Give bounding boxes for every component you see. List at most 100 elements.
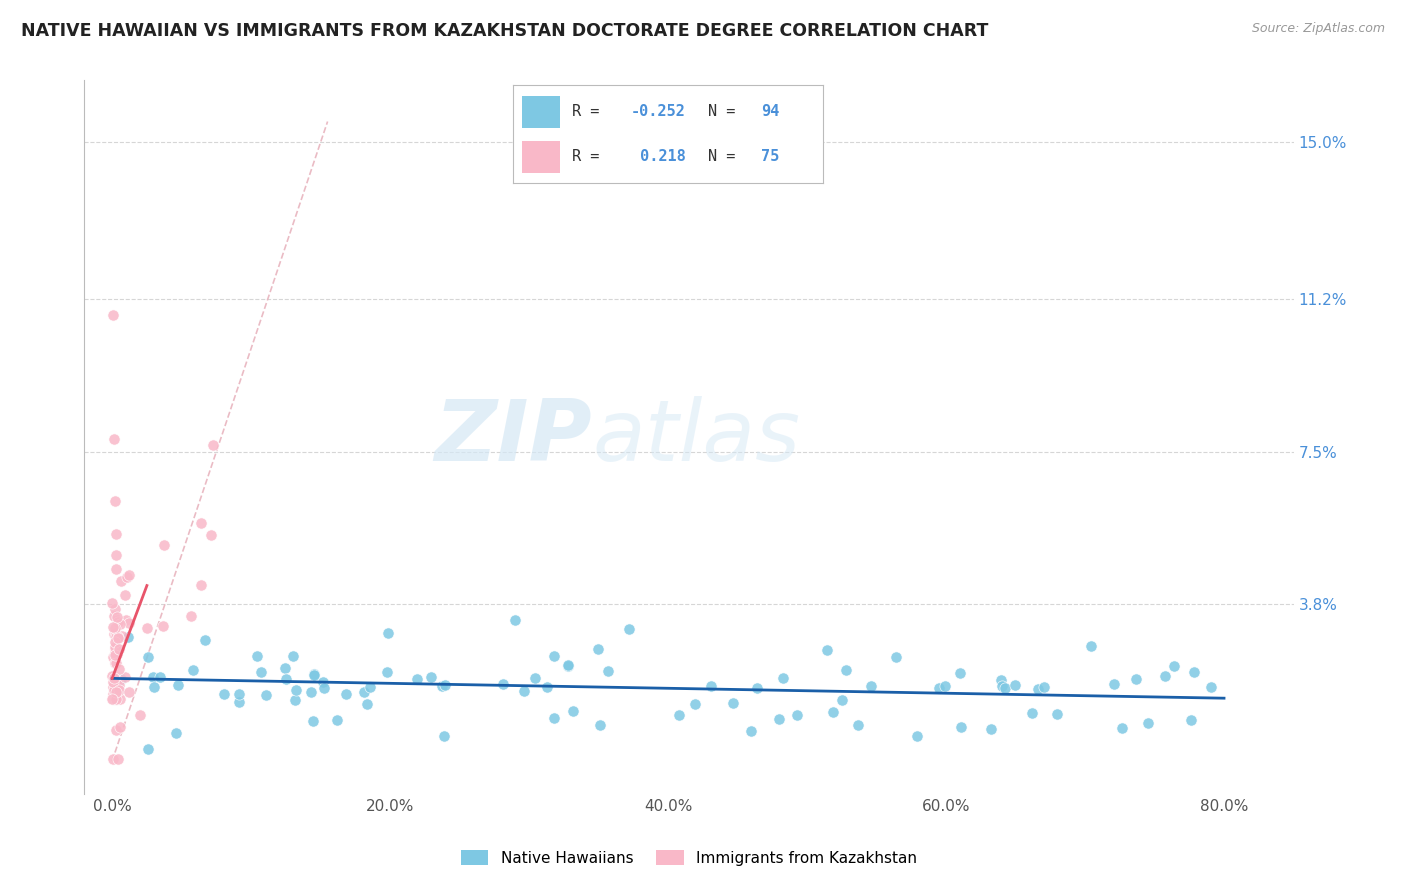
Point (586, 642, 609, 657)
Point (152, 618, 174, 632)
Point (312, 675, 335, 690)
Point (980, 723, 1002, 737)
Point (101, 687, 124, 701)
Point (104, 634, 127, 648)
Text: 0.218: 0.218 (631, 149, 686, 164)
Point (180, 608, 202, 623)
Point (201, 438, 224, 452)
Point (557, 658, 579, 673)
Point (105, 682, 128, 697)
Point (228, 687, 250, 701)
Point (105, 647, 128, 661)
Point (118, 685, 141, 699)
Point (562, 704, 585, 718)
Point (377, 625, 399, 640)
Text: -0.252: -0.252 (631, 103, 686, 119)
Point (101, 650, 124, 665)
Point (118, 568, 141, 582)
Point (104, 692, 127, 706)
Point (128, 707, 150, 722)
Point (107, 615, 129, 629)
Point (273, 661, 295, 675)
Point (312, 681, 335, 696)
Point (589, 717, 612, 731)
Point (356, 698, 378, 712)
Point (136, 742, 159, 756)
Point (668, 708, 690, 723)
Point (557, 659, 579, 673)
Point (375, 665, 398, 680)
Point (114, 670, 136, 684)
Point (1080, 639, 1102, 653)
Point (105, 723, 128, 737)
Point (101, 668, 124, 682)
Text: 75: 75 (761, 149, 779, 164)
Point (101, 596, 124, 610)
Point (928, 681, 950, 695)
Point (772, 671, 794, 685)
Point (949, 720, 972, 734)
Point (513, 684, 536, 698)
Point (103, 692, 125, 706)
Point (326, 714, 349, 728)
Point (949, 665, 972, 680)
Text: atlas: atlas (592, 395, 800, 479)
Text: Source: ZipAtlas.com: Source: ZipAtlas.com (1251, 22, 1385, 36)
Point (152, 538, 174, 552)
Point (167, 678, 190, 692)
Point (934, 679, 956, 693)
Point (304, 667, 326, 681)
Point (860, 679, 883, 693)
Point (835, 663, 858, 677)
Point (104, 692, 127, 706)
Point (619, 622, 641, 636)
Point (359, 681, 381, 695)
Point (299, 685, 322, 699)
Text: N =: N = (709, 149, 745, 164)
Point (104, 630, 127, 644)
Point (149, 670, 172, 684)
Point (105, 692, 128, 706)
Point (1046, 707, 1069, 722)
Point (107, 631, 129, 645)
Point (101, 692, 124, 706)
Point (103, 627, 125, 641)
Point (1026, 681, 1049, 696)
Point (104, 527, 127, 541)
Point (103, 688, 125, 702)
Point (104, 627, 127, 641)
Point (110, 616, 132, 631)
Point (821, 705, 844, 719)
Point (104, 657, 127, 671)
Point (1201, 680, 1223, 694)
Point (1125, 672, 1147, 686)
Point (103, 671, 125, 685)
Point (108, 683, 131, 698)
Point (107, 752, 129, 766)
Point (104, 494, 127, 508)
Point (302, 714, 325, 729)
Point (104, 621, 127, 635)
Point (1004, 678, 1026, 692)
Point (1111, 721, 1133, 735)
Point (101, 752, 124, 766)
Text: R =: R = (572, 103, 609, 119)
Point (276, 672, 298, 686)
Point (136, 650, 159, 665)
Text: 94: 94 (761, 103, 779, 119)
Point (117, 630, 139, 644)
Point (101, 619, 124, 633)
Point (1180, 713, 1202, 727)
Text: NATIVE HAWAIIAN VS IMMIGRANTS FROM KAZAKHSTAN DOCTORATE DEGREE CORRELATION CHART: NATIVE HAWAIIAN VS IMMIGRANTS FROM KAZAK… (21, 22, 988, 40)
Point (786, 708, 808, 723)
Point (105, 685, 128, 699)
Point (1184, 665, 1206, 679)
Point (103, 309, 125, 323)
Point (543, 648, 565, 663)
Point (103, 608, 125, 623)
Point (107, 641, 129, 656)
Point (254, 689, 277, 703)
FancyBboxPatch shape (523, 95, 560, 128)
Point (104, 690, 127, 705)
Point (1137, 715, 1160, 730)
